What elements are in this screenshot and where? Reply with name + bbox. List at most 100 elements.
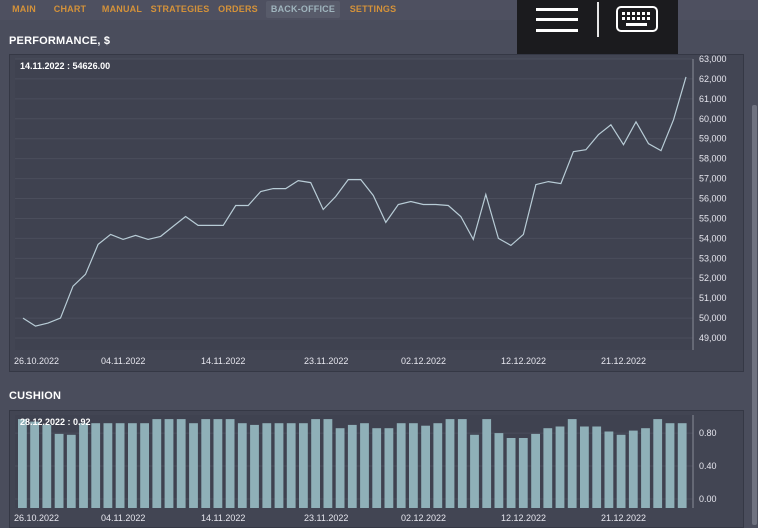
cushion-bar bbox=[555, 426, 565, 508]
hamburger-menu-icon[interactable] bbox=[536, 6, 580, 36]
performance-y-tick-label: 58,000 bbox=[699, 154, 727, 164]
cushion-bar-chart[interactable]: 0.00 0.40 0.80 26.10.2022 04.11.2022 14.11.20… bbox=[10, 411, 743, 527]
tab-orders[interactable]: ORDERS bbox=[218, 4, 258, 14]
cushion-bar bbox=[237, 423, 247, 508]
cushion-bar bbox=[201, 419, 211, 508]
cushion-bar bbox=[494, 433, 504, 508]
cushion-bar bbox=[445, 419, 455, 508]
cushion-bar bbox=[18, 419, 27, 508]
cushion-bar bbox=[457, 419, 467, 508]
performance-y-tick-label: 60,000 bbox=[699, 114, 727, 124]
cushion-bar bbox=[580, 426, 589, 508]
tab-manual[interactable]: MANUAL bbox=[101, 4, 143, 14]
performance-y-tick-label: 61,000 bbox=[699, 94, 727, 104]
cushion-x-tick-label: 14.11.2022 bbox=[201, 513, 245, 523]
cushion-bar bbox=[128, 423, 137, 508]
cushion-bar bbox=[42, 424, 52, 508]
cushion-bar bbox=[115, 423, 125, 508]
cushion-y-tick-label: 0.00 bbox=[699, 494, 717, 504]
cushion-y-tick-label: 0.80 bbox=[699, 428, 717, 438]
cushion-bar bbox=[396, 423, 406, 508]
cushion-bar bbox=[628, 430, 638, 508]
cushion-bar bbox=[335, 428, 345, 508]
remote-control-overlay bbox=[517, 0, 678, 55]
overlay-divider bbox=[597, 2, 599, 37]
cushion-bar bbox=[360, 423, 369, 508]
performance-plot-area bbox=[15, 59, 693, 350]
cushion-x-tick-label: 23.11.2022 bbox=[304, 513, 348, 523]
cushion-bar bbox=[592, 426, 602, 508]
performance-x-tick-label: 26.10.2022 bbox=[14, 356, 59, 366]
cushion-bar bbox=[91, 423, 101, 508]
performance-x-tick-label: 04.11.2022 bbox=[101, 356, 145, 366]
cushion-bar bbox=[470, 434, 479, 508]
cushion-bar bbox=[189, 423, 198, 508]
performance-y-tick-label: 49,000 bbox=[699, 333, 727, 343]
performance-y-tick-label: 57,000 bbox=[699, 174, 727, 184]
performance-y-tick-label: 50,000 bbox=[699, 313, 727, 323]
cushion-bar bbox=[79, 423, 88, 508]
cushion-x-tick-label: 26.10.2022 bbox=[14, 513, 59, 523]
cushion-bar bbox=[30, 421, 39, 508]
cushion-x-tick-label: 02.12.2022 bbox=[401, 513, 446, 523]
performance-series-line bbox=[22, 76, 687, 327]
cushion-bar bbox=[286, 423, 296, 508]
performance-x-tick-label: 21.12.2022 bbox=[601, 356, 646, 366]
cushion-bar bbox=[103, 423, 113, 508]
performance-y-tick-label: 53,000 bbox=[699, 253, 727, 263]
cushion-bar bbox=[677, 423, 687, 508]
cushion-bar bbox=[262, 423, 272, 508]
performance-y-tick-label: 52,000 bbox=[699, 273, 727, 283]
tab-strategies[interactable]: STRATEGIES bbox=[150, 4, 210, 14]
cushion-bar bbox=[641, 428, 650, 508]
cushion-bar bbox=[323, 419, 333, 508]
cushion-bar bbox=[213, 419, 223, 508]
cushion-bar bbox=[311, 419, 320, 508]
cushion-bar bbox=[66, 434, 76, 508]
cushion-readout: 28.12.2022 : 0.92 bbox=[20, 417, 91, 427]
cushion-bar bbox=[433, 423, 443, 508]
performance-y-tick-label: 55,000 bbox=[699, 213, 727, 223]
performance-x-tick-label: 02.12.2022 bbox=[401, 356, 446, 366]
cushion-bar bbox=[421, 425, 430, 508]
cushion-bar bbox=[653, 419, 663, 508]
performance-y-tick-label: 54,000 bbox=[699, 233, 727, 243]
performance-y-tick-label: 62,000 bbox=[699, 74, 727, 84]
tab-chart[interactable]: CHART bbox=[53, 4, 87, 14]
performance-line-chart[interactable]: 49,000 50,000 51,000 52,000 53,000 54,000 55,0… bbox=[10, 55, 743, 371]
cushion-bar bbox=[518, 438, 528, 508]
cushion-bar bbox=[506, 438, 516, 508]
tab-settings[interactable]: SETTINGS bbox=[349, 4, 397, 14]
cushion-y-tick-label: 0.40 bbox=[699, 461, 717, 471]
cushion-bar bbox=[409, 423, 418, 508]
tab-back-office[interactable]: BACK-OFFICE bbox=[266, 1, 340, 18]
cushion-bar bbox=[531, 433, 540, 508]
performance-x-tick-label: 23.11.2022 bbox=[304, 356, 348, 366]
page-scrollbar[interactable] bbox=[752, 105, 757, 525]
cushion-bar bbox=[140, 423, 149, 508]
cushion-title: CUSHION bbox=[9, 390, 62, 402]
cushion-bar bbox=[372, 428, 382, 508]
cushion-bar bbox=[604, 431, 614, 508]
cushion-x-tick-label: 12.12.2022 bbox=[501, 513, 546, 523]
cushion-bar bbox=[225, 419, 235, 508]
cushion-x-tick-label: 21.12.2022 bbox=[601, 513, 646, 523]
cushion-bar bbox=[347, 424, 357, 508]
cushion-bar bbox=[176, 419, 186, 508]
cushion-bar bbox=[299, 423, 308, 508]
performance-readout: 14.11.2022 : 54626.00 bbox=[20, 61, 111, 71]
cushion-bar bbox=[616, 434, 626, 508]
keyboard-icon[interactable] bbox=[616, 6, 658, 32]
cushion-bar bbox=[482, 419, 492, 508]
tab-main[interactable]: MAIN bbox=[12, 4, 36, 14]
performance-x-tick-label: 12.12.2022 bbox=[501, 356, 546, 366]
performance-y-tick-label: 56,000 bbox=[699, 194, 727, 204]
cushion-bar bbox=[543, 428, 553, 508]
cushion-bar bbox=[152, 419, 162, 508]
cushion-bar bbox=[274, 423, 284, 508]
cushion-bar bbox=[250, 424, 259, 508]
performance-chart-panel: 49,000 50,000 51,000 52,000 53,000 54,000 55,0… bbox=[9, 54, 744, 372]
cushion-chart-panel: 0.00 0.40 0.80 26.10.2022 04.11.2022 14.11.20… bbox=[9, 410, 744, 528]
performance-title: PERFORMANCE, $ bbox=[9, 35, 111, 47]
performance-x-tick-label: 14.11.2022 bbox=[201, 356, 245, 366]
